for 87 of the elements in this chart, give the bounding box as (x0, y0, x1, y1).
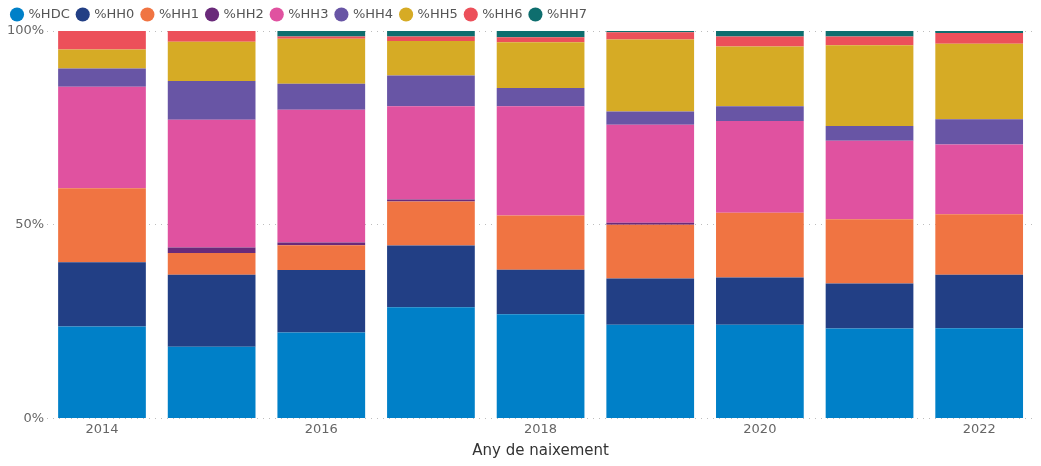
bar (496, 87, 585, 107)
x-tick-label: 2018 (524, 420, 558, 436)
legend-label: %HH4 (352, 5, 394, 21)
bar (277, 245, 366, 271)
bar (387, 106, 475, 200)
y-tick-label: 100% (6, 22, 45, 38)
bar (387, 75, 475, 107)
legend-label: %HDC (28, 5, 70, 21)
bar (496, 42, 585, 88)
x-tick-label: 2014 (85, 420, 119, 436)
bar (825, 140, 914, 220)
bar (606, 39, 695, 112)
x-axis-title: Any de naixement (472, 440, 610, 459)
bar (825, 45, 914, 126)
bar (58, 68, 146, 87)
bar (606, 224, 695, 279)
bar (716, 36, 804, 47)
bar (716, 120, 804, 213)
bar (496, 106, 585, 216)
bar (167, 274, 256, 347)
legend-label: %HH6 (482, 5, 523, 21)
bar (935, 119, 1024, 145)
bar (167, 119, 256, 248)
bar (167, 346, 256, 418)
bar (606, 278, 695, 325)
bar (277, 36, 366, 39)
x-tick-label: 2020 (743, 420, 777, 436)
bar (716, 212, 804, 278)
x-tick-label: 2016 (304, 420, 338, 436)
bar (496, 31, 585, 38)
bar (387, 307, 475, 418)
bar (496, 215, 585, 270)
bar (716, 277, 804, 325)
bar (167, 247, 256, 253)
bar (58, 31, 146, 50)
bar (716, 31, 804, 37)
bar (825, 283, 914, 329)
legend-label: %HH0 (94, 5, 135, 21)
bar (825, 36, 914, 46)
legend-label: %HH5 (417, 5, 458, 21)
bar (277, 83, 366, 110)
legend-label: %HH3 (288, 5, 329, 21)
bar (277, 270, 366, 333)
bar (825, 125, 914, 141)
bar (935, 144, 1024, 215)
bar (716, 46, 804, 107)
bar (387, 245, 475, 308)
bar (277, 332, 366, 418)
legend-label: %HH1 (158, 5, 200, 21)
bar (825, 31, 914, 37)
bar (606, 111, 695, 125)
bar (606, 32, 695, 40)
bar (58, 49, 146, 69)
bar (167, 252, 256, 275)
bar (935, 274, 1024, 329)
bar (935, 328, 1024, 418)
bar (277, 31, 366, 37)
x-tick-label: 2022 (962, 420, 996, 436)
bar (496, 37, 585, 43)
bar (58, 188, 146, 263)
bar (825, 328, 914, 418)
bar (387, 36, 475, 42)
bar (277, 38, 366, 84)
y-tick-label: 50% (15, 216, 45, 232)
legend-label: %HH2 (223, 5, 264, 21)
bar (496, 269, 585, 315)
bar (935, 214, 1024, 275)
bar (167, 80, 256, 120)
legend-label: %HH7 (546, 5, 588, 21)
bar (58, 326, 146, 418)
bar (935, 43, 1024, 120)
bar (387, 41, 475, 76)
bar (277, 109, 366, 243)
bar (167, 31, 256, 42)
bar (606, 324, 695, 418)
bar (716, 106, 804, 121)
bar (496, 314, 585, 418)
bar (935, 32, 1024, 44)
bar (387, 31, 475, 37)
bar (58, 262, 146, 327)
bar (167, 41, 256, 81)
bar (716, 324, 804, 418)
bar (606, 124, 695, 223)
bar (387, 201, 475, 246)
y-tick-label: 0% (23, 409, 45, 425)
bar (825, 219, 914, 284)
bar (58, 86, 146, 189)
